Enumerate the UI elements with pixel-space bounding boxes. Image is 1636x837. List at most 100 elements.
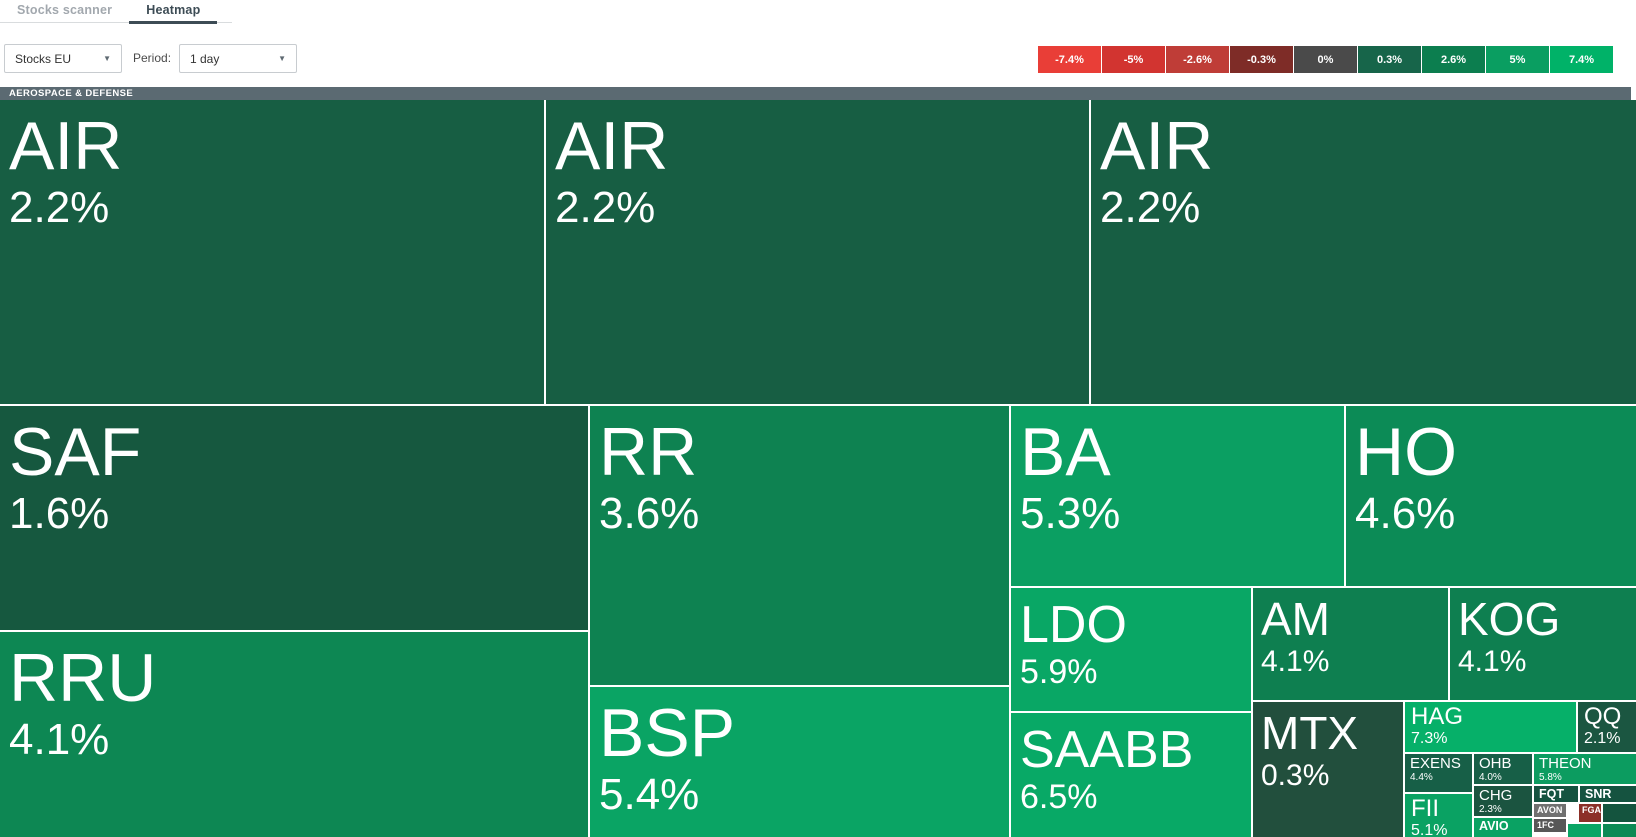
tile-unlabeled[interactable] <box>1603 804 1636 822</box>
tile-fqt[interactable]: FQT <box>1534 786 1578 802</box>
tile-change: 5.1% <box>1411 822 1448 837</box>
market-select-value: Stocks EU <box>15 51 72 66</box>
tile-rru[interactable]: RRU 4.1% <box>0 632 588 837</box>
tile-avon[interactable]: AVON <box>1534 804 1566 817</box>
tile-theon[interactable]: THEON 5.8% <box>1534 754 1636 784</box>
legend-swatch--0.3pct[interactable]: -0.3% <box>1230 46 1293 73</box>
tile-ticker: AVON <box>1537 805 1563 815</box>
tile-ticker: QQ <box>1584 703 1622 730</box>
tile-saabb[interactable]: SAABB 6.5% <box>1011 713 1251 837</box>
tile-change: 3.6% <box>599 489 700 539</box>
tile-1fc[interactable]: 1FC <box>1534 819 1566 832</box>
tile-saf[interactable]: SAF 1.6% <box>0 406 588 630</box>
tile-change: 6.5% <box>1020 778 1098 817</box>
tile-ticker: OHB <box>1479 755 1512 772</box>
period-select-value: 1 day <box>190 51 220 66</box>
tile-ticker: LDO <box>1020 596 1127 654</box>
legend-swatch--2.6pct[interactable]: -2.6% <box>1166 46 1229 73</box>
tile-ticker: FQT <box>1539 787 1564 801</box>
legend-swatch-5pct[interactable]: 5% <box>1486 46 1549 73</box>
period-label: Period: <box>133 51 172 65</box>
tile-ticker: 1FC <box>1537 820 1555 830</box>
chevron-down-icon: ▼ <box>103 54 111 63</box>
tile-unlabeled[interactable] <box>1603 824 1636 837</box>
tile-change: 2.1% <box>1584 730 1621 748</box>
period-select[interactable]: 1 day ▼ <box>179 44 297 73</box>
tile-change: 4.1% <box>1458 644 1527 678</box>
tile-ticker: AIR <box>9 108 123 184</box>
tile-ticker: AIR <box>1100 108 1214 184</box>
tile-chg[interactable]: CHG 2.3% <box>1474 786 1532 816</box>
tile-change: 1.6% <box>9 489 110 539</box>
tile-ticker: AM <box>1261 593 1330 645</box>
legend-swatch-2.6pct[interactable]: 2.6% <box>1422 46 1485 73</box>
tile-change: 4.6% <box>1355 489 1456 539</box>
tile-ticker: SAABB <box>1020 721 1194 779</box>
market-select[interactable]: Stocks EU ▼ <box>4 44 122 73</box>
tile-change: 5.4% <box>599 770 700 820</box>
tile-ticker: BSP <box>599 695 736 771</box>
tile-hag[interactable]: HAG 7.3% <box>1405 702 1576 752</box>
legend-swatch-7.4pct[interactable]: 7.4% <box>1550 46 1613 73</box>
sector-header: AEROSPACE & DEFENSE <box>0 87 1631 100</box>
legend-swatch-0.3pct[interactable]: 0.3% <box>1358 46 1421 73</box>
tile-mtx[interactable]: MTX 0.3% <box>1253 702 1403 837</box>
tile-change: 4.0% <box>1479 771 1502 783</box>
tile-qq[interactable]: QQ 2.1% <box>1578 702 1636 752</box>
tile-ldo[interactable]: LDO 5.9% <box>1011 588 1251 711</box>
tabs-bar: Stocks scanner Heatmap <box>0 0 232 24</box>
legend-swatch--7.4pct[interactable]: -7.4% <box>1038 46 1101 73</box>
tile-ticker: EXENS <box>1410 755 1461 772</box>
tab-heatmap[interactable]: Heatmap <box>129 0 218 24</box>
tile-ticker: FII <box>1411 795 1439 822</box>
tile-ticker: SAF <box>9 414 142 490</box>
tile-unlabeled[interactable] <box>1568 824 1601 837</box>
tile-change: 5.9% <box>1020 653 1098 692</box>
tile-change: 5.8% <box>1539 771 1562 783</box>
tile-fii[interactable]: FII 5.1% <box>1405 794 1472 837</box>
tile-ho[interactable]: HO 4.6% <box>1346 406 1636 586</box>
change-scale-legend: -7.4% -5% -2.6% -0.3% 0% 0.3% 2.6% 5% 7.4% <box>1038 46 1614 73</box>
tile-am[interactable]: AM 4.1% <box>1253 588 1448 700</box>
tile-fga[interactable]: FGA <box>1579 804 1601 822</box>
legend-swatch--5pct[interactable]: -5% <box>1102 46 1165 73</box>
tile-rr[interactable]: RR 3.6% <box>590 406 1009 685</box>
tile-change: 2.2% <box>1100 183 1201 233</box>
tile-ticker: AVIO <box>1479 819 1509 833</box>
tile-ba[interactable]: BA 5.3% <box>1011 406 1344 586</box>
tile-snr[interactable]: SNR <box>1580 786 1636 802</box>
tile-ticker: HAG <box>1411 703 1464 730</box>
tile-change: 2.2% <box>9 183 110 233</box>
tile-change: 4.1% <box>1261 644 1330 678</box>
tile-kog[interactable]: KOG 4.1% <box>1450 588 1636 700</box>
tile-ticker: FGA <box>1582 805 1601 815</box>
legend-swatch-0pct[interactable]: 0% <box>1294 46 1357 73</box>
tile-bsp[interactable]: BSP 5.4% <box>590 687 1009 837</box>
tile-ticker: AIR <box>555 108 669 184</box>
tile-ticker: SNR <box>1585 787 1612 801</box>
tile-exens[interactable]: EXENS 4.4% <box>1405 754 1472 792</box>
tile-change: 5.3% <box>1020 489 1121 539</box>
tile-change: 2.2% <box>555 183 656 233</box>
tab-stocks-scanner[interactable]: Stocks scanner <box>17 3 113 17</box>
tile-change: 4.4% <box>1410 771 1433 783</box>
tile-air[interactable]: AIR 2.2% <box>0 100 544 404</box>
tile-air[interactable]: AIR 2.2% <box>546 100 1089 404</box>
tile-change: 2.3% <box>1479 803 1502 815</box>
tile-ticker: THEON <box>1539 755 1592 772</box>
tile-ticker: MTX <box>1261 707 1359 759</box>
tile-ticker: KOG <box>1458 593 1561 645</box>
tile-ticker: BA <box>1020 414 1111 490</box>
tile-ticker: RR <box>599 414 698 490</box>
tile-change: 7.3% <box>1411 730 1448 748</box>
tile-air[interactable]: AIR 2.2% <box>1091 100 1636 404</box>
tile-ohb[interactable]: OHB 4.0% <box>1474 754 1532 784</box>
tile-ticker: HO <box>1355 414 1457 490</box>
tile-ticker: RRU <box>9 640 157 716</box>
tile-change: 4.1% <box>9 715 110 765</box>
tile-change: 0.3% <box>1261 758 1330 792</box>
chevron-down-icon: ▼ <box>278 54 286 63</box>
tile-avio[interactable]: AVIO <box>1474 818 1532 837</box>
